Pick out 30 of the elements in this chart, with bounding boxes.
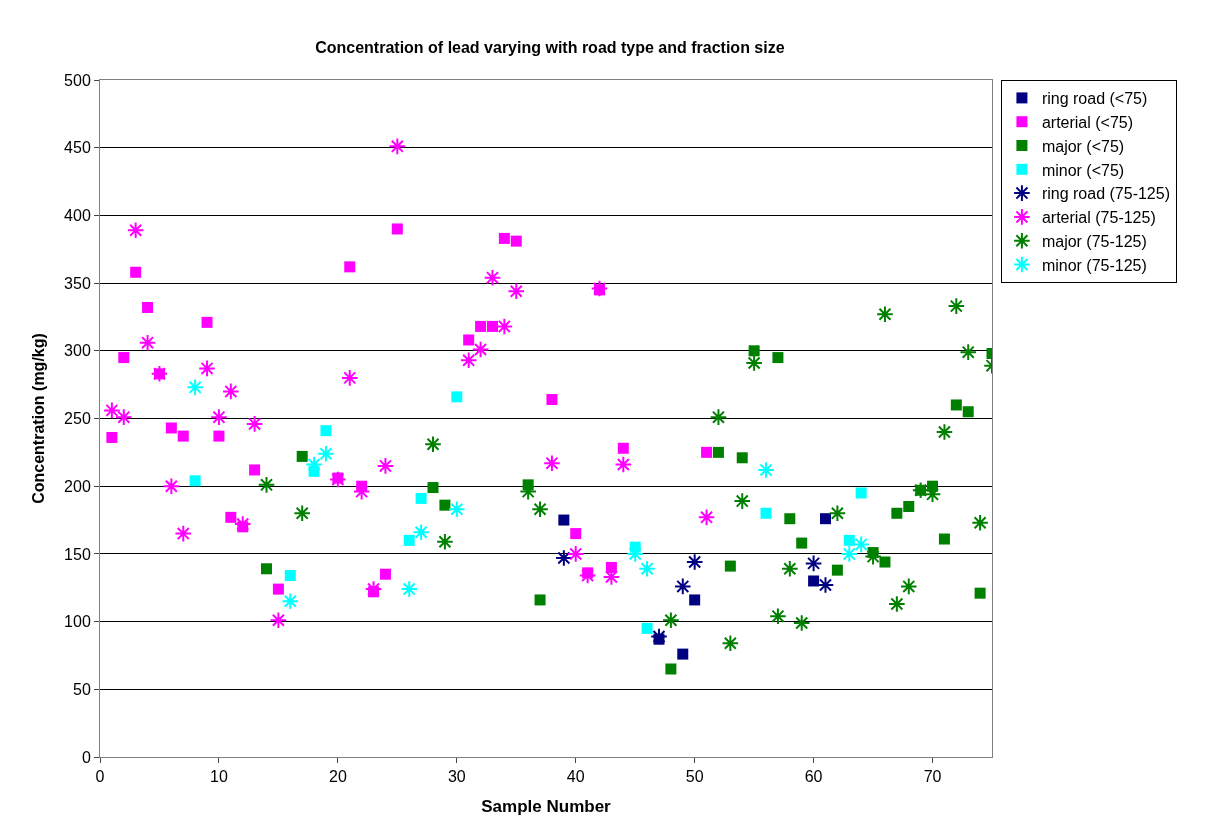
legend-label: minor (75-125) (1041, 256, 1147, 274)
y-tick-label: 0 (81, 748, 91, 766)
chart-title: Concentration of lead varying with road type and fraction size (315, 39, 785, 57)
x-tick-label: 70 (923, 768, 942, 786)
y-tick-label: 350 (64, 274, 91, 292)
legend-label: arterial (75-125) (1041, 209, 1156, 227)
legend-label: minor (<75) (1041, 161, 1125, 179)
legend-label: ring road (75-125) (1041, 185, 1170, 203)
x-tick-label: 0 (95, 768, 105, 786)
legend-label: major (75-125) (1041, 232, 1147, 250)
x-tick-label: 40 (566, 768, 585, 786)
x-tick-label: 10 (210, 768, 228, 786)
y-tick-label: 400 (64, 207, 91, 224)
legend-label: ring road (<75) (1041, 90, 1148, 108)
y-axis-title: Concentration (mg/kg) (30, 333, 47, 504)
y-tick-label: 500 (64, 71, 91, 89)
y-tick-label: 250 (64, 410, 91, 428)
x-tick-label: 60 (804, 768, 823, 786)
x-tick-label: 30 (447, 768, 466, 786)
legend-label: arterial (<75) (1041, 113, 1134, 131)
x-axis-title: Sample Number (481, 796, 612, 816)
x-tick-label: 20 (328, 768, 347, 786)
y-tick-label: 150 (64, 545, 91, 563)
y-tick-label: 300 (64, 342, 91, 360)
y-tick-label: 450 (64, 139, 91, 157)
legend-label: major (<75) (1041, 137, 1125, 155)
x-tick-label: 50 (685, 768, 704, 786)
y-tick-label: 50 (73, 680, 91, 698)
y-tick-label: 200 (64, 477, 91, 495)
y-tick-label: 100 (64, 613, 91, 631)
